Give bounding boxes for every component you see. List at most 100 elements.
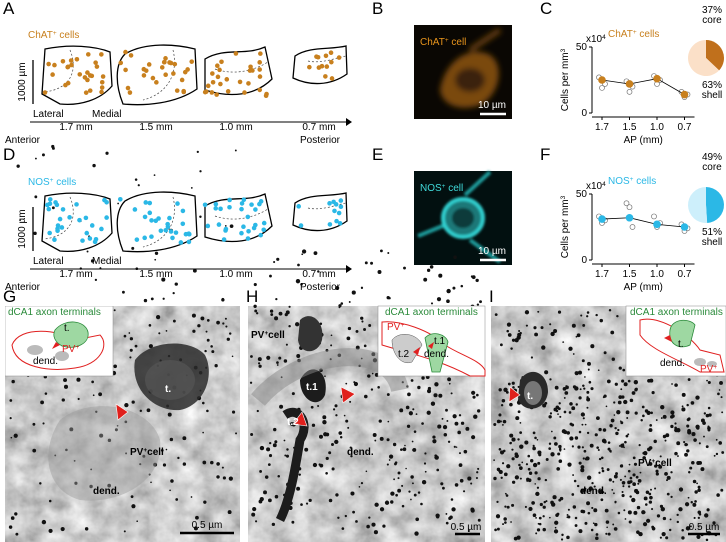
scale-label: 10 µm [478, 100, 506, 111]
silver-grain [114, 428, 118, 432]
silver-grain [574, 516, 578, 520]
silver-grain [684, 502, 690, 507]
em-label-part: PV [638, 458, 652, 469]
silver-grain [635, 475, 639, 479]
silver-grain [498, 447, 502, 451]
cell-dot [69, 62, 74, 68]
cell-dot [65, 80, 71, 86]
silver-grain [273, 260, 276, 264]
cell-dot [213, 201, 219, 207]
silver-grain [203, 500, 207, 504]
silver-grain [632, 456, 636, 460]
mean-point [598, 215, 606, 223]
silver-grain [256, 312, 259, 315]
silver-grain [566, 514, 569, 516]
silver-grain [451, 507, 456, 512]
silver-grain [394, 462, 397, 466]
em-label: dend. [580, 486, 607, 497]
em-label: t. [527, 391, 533, 402]
silver-grain [517, 410, 521, 414]
silver-grain [695, 395, 700, 400]
silver-grain [501, 462, 505, 465]
silver-grain [616, 314, 619, 318]
silver-grain [638, 532, 643, 537]
silver-grain [377, 270, 382, 274]
silver-grain [689, 466, 693, 470]
silver-grain [713, 454, 716, 457]
silver-grain [578, 430, 582, 434]
silver-grain [655, 472, 659, 476]
silver-grain [142, 454, 146, 458]
silver-grain [274, 494, 279, 499]
silver-grain [659, 536, 662, 539]
silver-grain [670, 424, 674, 429]
silver-grain [519, 331, 522, 335]
silver-grain [567, 462, 572, 467]
silver-grain [698, 460, 702, 465]
silver-grain [589, 490, 591, 492]
silver-grain [651, 391, 655, 395]
silver-grain [573, 479, 577, 483]
silver-grain [549, 378, 552, 381]
silver-grain [629, 495, 632, 498]
silver-grain [697, 485, 701, 489]
silver-grain [527, 478, 532, 483]
mean-point [680, 90, 689, 99]
silver-grain [276, 257, 280, 261]
silver-grain [551, 502, 556, 507]
cell-dot [189, 59, 195, 64]
silver-grain [364, 394, 368, 399]
silver-grain [35, 157, 37, 160]
silver-grain [214, 364, 218, 368]
anterior-label: Anterior [5, 282, 41, 293]
silver-grain [377, 386, 380, 389]
em-label: dend. [347, 447, 374, 458]
silver-grain [648, 428, 653, 432]
silver-grain [347, 326, 352, 331]
silver-grain [393, 478, 396, 481]
silver-grain [363, 344, 367, 348]
silver-grain [386, 463, 389, 466]
silver-grain [608, 309, 612, 312]
silver-grain [361, 320, 364, 323]
silver-grain [687, 378, 691, 381]
silver-grain [586, 390, 590, 394]
silver-grain [574, 524, 578, 527]
silver-grain [612, 523, 615, 526]
cell-dot [167, 60, 172, 65]
silver-grain [687, 429, 691, 433]
panel-letter: I [489, 287, 494, 306]
silver-grain [599, 318, 604, 323]
silver-grain [388, 297, 391, 300]
silver-grain [113, 364, 117, 369]
chart-title-part: + [630, 176, 634, 183]
silver-grain [588, 380, 592, 384]
silver-grain [568, 411, 572, 414]
silver-grain [610, 418, 615, 423]
panel-letter: G [3, 287, 16, 306]
silver-grain [148, 324, 152, 327]
silver-grain [403, 266, 406, 270]
silver-grain [524, 440, 529, 445]
silver-grain [669, 518, 672, 521]
silver-grain [123, 530, 126, 533]
cell-dot [178, 240, 184, 245]
silver-grain [129, 348, 133, 352]
silver-grain [584, 423, 587, 426]
pie-value-label: 51% [702, 227, 722, 238]
silver-grain [647, 447, 651, 452]
silver-grain [379, 507, 385, 512]
silver-grain [661, 532, 666, 537]
x-tick-label: 1.7 [595, 122, 609, 133]
silver-grain [131, 400, 135, 404]
silver-grain [271, 522, 276, 527]
silver-grain [622, 485, 625, 488]
silver-grain [211, 350, 215, 354]
silver-grain [465, 426, 470, 431]
silver-grain [90, 259, 95, 263]
silver-grain [690, 401, 695, 405]
cell-dot [328, 50, 334, 56]
inset-i [625, 305, 726, 377]
silver-grain [268, 454, 273, 458]
cell-dot [327, 201, 332, 206]
